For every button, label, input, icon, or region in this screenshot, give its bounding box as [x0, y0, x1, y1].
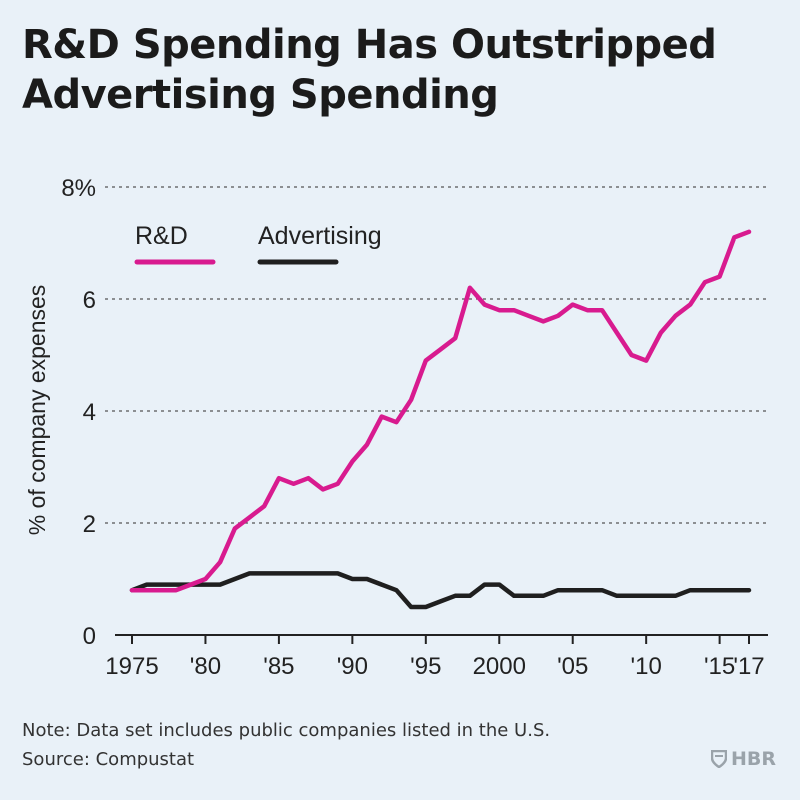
brand-logo: HBR: [710, 748, 776, 770]
chart-note: Note: Data set includes public companies…: [22, 720, 551, 741]
y-axis-label: % of company expenses: [24, 285, 50, 536]
y-axis-ticks: 0 2 4 6 8%: [61, 175, 96, 650]
y-tick-label: 6: [83, 287, 96, 314]
y-tick-label: 4: [83, 399, 96, 426]
legend-label-r-d: R&D: [135, 222, 188, 250]
brand-logo-text: HBR: [730, 748, 776, 770]
series-line-r-d: [129, 229, 752, 593]
x-tick-label: 2000: [473, 653, 526, 680]
chart-title-line-2: Advertising Spending: [22, 72, 499, 118]
chart-source: Source: Compustat: [22, 749, 195, 770]
y-tick-label: 2: [83, 511, 96, 538]
x-tick-label: '90: [337, 653, 368, 680]
x-tick-label: '17: [733, 653, 764, 680]
x-axis-ticks: 1975 '80 '85 '90 '95 2000 '05 '10 '15'17: [105, 635, 765, 680]
legend-label-advertising: Advertising: [258, 222, 382, 250]
x-tick-label: 1975: [105, 653, 158, 680]
y-tick-label: 8%: [61, 175, 96, 202]
series-lines: [129, 229, 752, 610]
x-tick-label: '85: [263, 653, 294, 680]
chart-title-line-1: R&D Spending Has Outstripped: [22, 22, 717, 68]
x-tick-label: '05: [557, 653, 588, 680]
legend: R&D Advertising: [134, 222, 382, 265]
x-tick-label: '95: [410, 653, 441, 680]
shield-icon: [710, 750, 727, 768]
x-tick-label: '15: [704, 653, 735, 680]
grid-lines: [105, 186, 768, 524]
chart-title: R&D Spending Has Outstripped Advertising…: [22, 20, 782, 120]
x-tick-label: '80: [190, 653, 221, 680]
series-line-advertising: [129, 571, 752, 610]
x-tick-label: '10: [631, 653, 662, 680]
y-tick-label: 0: [83, 623, 96, 650]
